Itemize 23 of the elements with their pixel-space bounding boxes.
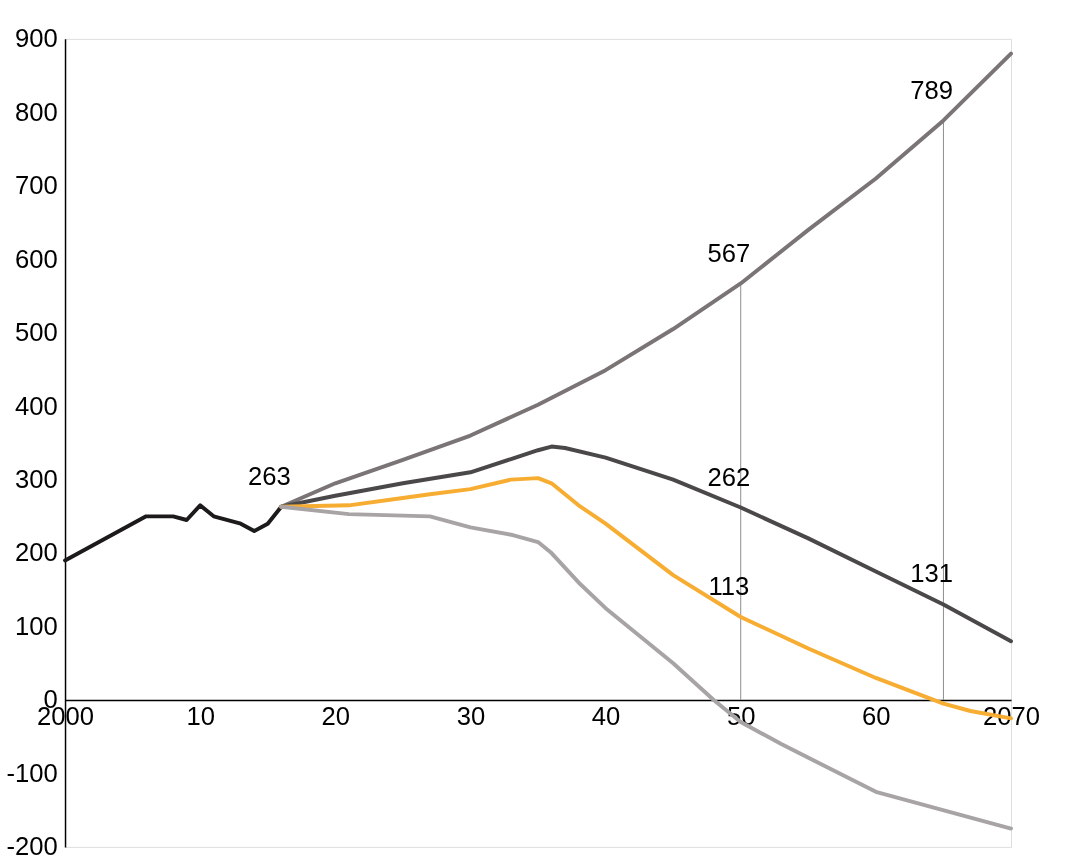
x-tick-label: 10	[186, 702, 215, 731]
y-tick-label: 200	[14, 538, 58, 567]
y-tick-label: 600	[14, 244, 58, 273]
y-tick-label: 500	[14, 318, 58, 347]
y-tick-label: 700	[14, 171, 58, 200]
annotation: 262	[707, 462, 751, 491]
x-tick-label: 30	[456, 702, 486, 731]
line-series	[63, 503, 284, 563]
y-tick-label: -200	[6, 832, 58, 861]
y-tick-label: 100	[14, 611, 58, 640]
y-tick-label: 800	[14, 97, 58, 126]
x-tick-label: 60	[862, 702, 891, 731]
x-tick-label: 20	[321, 702, 351, 731]
annotation: 789	[910, 75, 953, 104]
y-tick-label: 900	[14, 24, 58, 53]
annotation: 263	[248, 462, 291, 491]
y-tick-label: 400	[14, 391, 58, 420]
y-tick-label: -100	[6, 758, 58, 787]
annotation: 567	[707, 238, 751, 267]
y-tick-label: 300	[14, 464, 58, 493]
annotation: 131	[910, 559, 953, 588]
x-tick-label: 40	[591, 702, 621, 731]
annotation: 113	[708, 572, 750, 601]
